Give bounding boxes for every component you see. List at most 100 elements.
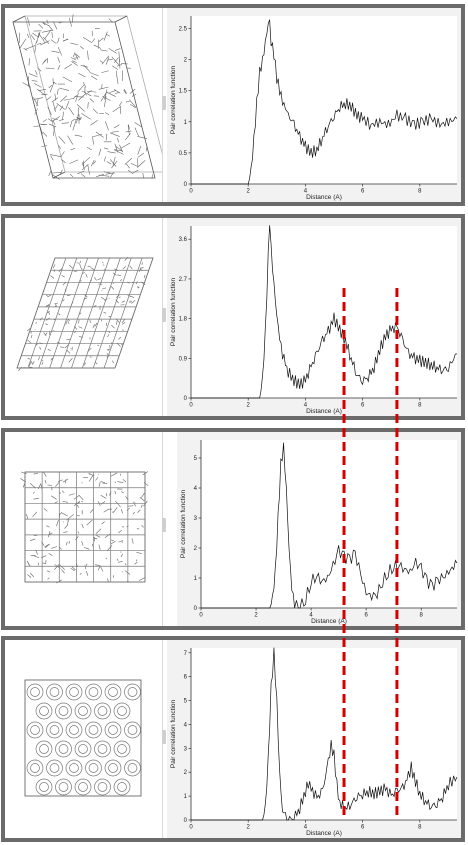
lattice-bond xyxy=(29,538,36,541)
atom-bond xyxy=(114,143,118,153)
atom-bond xyxy=(57,64,61,70)
figure-panel-2: 0 2 4 6 8 0 0.9 1.8 2.7 3.6 Distance (A) Pair corre… xyxy=(1,214,465,420)
lattice-bond xyxy=(47,310,50,314)
y-tick-label: 1.5 xyxy=(179,89,188,95)
atom-bond xyxy=(33,125,40,127)
lattice-bond xyxy=(22,481,26,488)
atom-bond xyxy=(50,154,61,157)
atom-bond xyxy=(92,108,99,114)
x-tick-label: 4 xyxy=(304,825,308,831)
y-tick-label: 0.9 xyxy=(179,356,188,362)
lattice-bond xyxy=(83,362,86,366)
lattice-bond xyxy=(47,294,52,298)
figure-panel-1: 0 2 4 6 8 0 0.5 1 1.5 2 2.5 Distance (A) Pair correl… xyxy=(1,4,465,206)
lattice-bond xyxy=(100,501,106,505)
lattice-bond xyxy=(122,266,127,270)
lattice-bond xyxy=(46,570,51,573)
lattice-bond xyxy=(138,267,142,272)
atom-bond xyxy=(123,88,127,94)
atom-bond xyxy=(75,54,80,58)
divider-handle[interactable] xyxy=(162,518,166,532)
atom-bond xyxy=(81,164,89,171)
divider-handle[interactable] xyxy=(162,96,166,110)
lattice-bond xyxy=(81,523,84,529)
lattice-bond xyxy=(92,324,95,329)
atom-bond xyxy=(112,156,116,166)
atom-bond xyxy=(82,81,87,88)
lattice-bond xyxy=(120,279,123,282)
cage-ring xyxy=(124,683,141,701)
lattice-bond xyxy=(120,553,124,558)
lattice-bond xyxy=(143,500,148,507)
cubic-lattice-structure-icon xyxy=(20,471,149,584)
atom-bond xyxy=(39,126,43,135)
lattice-bond xyxy=(107,334,110,338)
divider-handle[interactable] xyxy=(162,308,166,322)
lattice-bond xyxy=(29,572,35,578)
cage-ring xyxy=(35,740,53,758)
atom-bond xyxy=(52,174,60,180)
rdf-chart-3: 0 2 4 6 8 0 1 2 3 4 5 Distance (A) Pair correlation … xyxy=(177,432,461,626)
x-tick-label: 0 xyxy=(189,825,193,831)
atom-bond xyxy=(128,124,130,130)
atom-bond xyxy=(112,106,121,113)
cage-ring xyxy=(65,683,83,701)
lattice-bond xyxy=(76,563,78,568)
lattice-bond xyxy=(58,267,63,272)
lattice-bond xyxy=(140,504,143,508)
lattice-bond xyxy=(68,264,74,269)
lattice-bond xyxy=(40,555,47,559)
lattice-bond xyxy=(70,567,75,571)
atom-bond xyxy=(19,38,27,49)
lattice-bond xyxy=(48,532,53,536)
x-axis-label: Distance (A) xyxy=(311,618,347,625)
atom-bond xyxy=(25,45,36,50)
lattice-bond xyxy=(141,524,144,528)
y-tick-label: 0 xyxy=(184,396,188,402)
lattice-bond xyxy=(141,492,145,498)
rdf-chart-1-svg: 0 2 4 6 8 0 0.5 1 1.5 2 2.5 Distance (A) Pair correl… xyxy=(170,16,458,201)
x-tick-label: 6 xyxy=(361,189,365,195)
x-tick-label: 8 xyxy=(418,825,422,831)
divider-handle[interactable] xyxy=(162,730,166,744)
atom-bond xyxy=(80,46,84,50)
atom-bond xyxy=(62,111,64,121)
lattice-bond xyxy=(62,500,69,503)
atom-bond xyxy=(50,39,57,44)
cage-ring xyxy=(30,763,40,773)
atom-bond xyxy=(32,97,39,106)
lattice-bond xyxy=(112,511,114,513)
cage-ring xyxy=(55,702,72,720)
lattice-bond xyxy=(89,508,94,514)
lattice-bond xyxy=(115,500,121,508)
cage-ring xyxy=(85,683,102,701)
atom-bond xyxy=(60,151,65,158)
lattice-bond xyxy=(111,324,115,329)
lattice-bond xyxy=(121,322,126,325)
atom-bond xyxy=(125,100,130,103)
atom-bond xyxy=(38,23,44,29)
atom-bond xyxy=(130,163,138,167)
lattice-bond xyxy=(93,537,98,540)
lattice-bond xyxy=(98,544,101,550)
lattice-bond xyxy=(114,257,154,369)
cage-ring xyxy=(127,725,138,735)
lattice-bond xyxy=(110,472,118,477)
atom-bond xyxy=(42,59,46,65)
lattice-bond xyxy=(143,482,149,486)
y-tick-label: 5 xyxy=(184,699,188,705)
lattice-bond xyxy=(30,360,33,364)
atom-bond xyxy=(27,76,30,87)
atom-bond xyxy=(34,108,38,115)
x-tick-label: 8 xyxy=(418,189,422,195)
lattice-bond xyxy=(124,563,127,566)
atom-bond xyxy=(82,36,93,44)
lattice-bond xyxy=(62,299,65,302)
lattice-bond xyxy=(118,336,122,340)
lattice-bond xyxy=(124,570,131,575)
lattice-bond xyxy=(130,295,135,299)
lattice-bond xyxy=(130,300,132,303)
atom-bond xyxy=(42,131,48,137)
lattice-bond xyxy=(37,484,41,490)
atom-bond xyxy=(57,56,61,63)
